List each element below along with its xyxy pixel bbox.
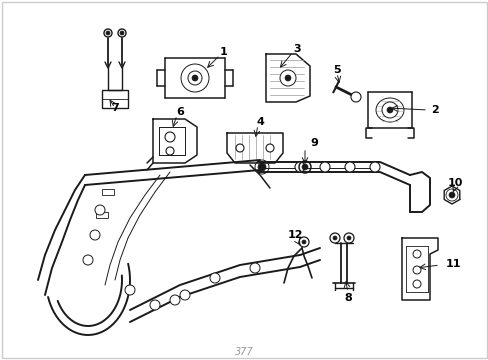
Circle shape bbox=[412, 280, 420, 288]
Text: 2: 2 bbox=[430, 105, 438, 115]
Circle shape bbox=[104, 29, 112, 37]
Circle shape bbox=[302, 240, 305, 244]
Bar bbox=[96, 212, 108, 218]
Bar bbox=[102, 90, 128, 108]
Text: 377: 377 bbox=[234, 347, 253, 357]
Circle shape bbox=[412, 266, 420, 274]
Circle shape bbox=[106, 31, 110, 35]
Circle shape bbox=[120, 31, 124, 35]
Circle shape bbox=[294, 162, 305, 172]
Circle shape bbox=[343, 233, 353, 243]
Circle shape bbox=[345, 162, 354, 172]
Text: 5: 5 bbox=[332, 65, 340, 75]
Circle shape bbox=[369, 162, 379, 172]
Circle shape bbox=[150, 300, 160, 310]
Circle shape bbox=[192, 75, 198, 81]
Text: 12: 12 bbox=[286, 230, 302, 240]
Circle shape bbox=[302, 164, 307, 170]
Circle shape bbox=[83, 255, 93, 265]
Circle shape bbox=[285, 75, 290, 81]
Text: 6: 6 bbox=[176, 107, 183, 117]
Text: 10: 10 bbox=[447, 178, 462, 188]
Circle shape bbox=[298, 237, 308, 247]
Bar bbox=[102, 189, 114, 195]
Text: 8: 8 bbox=[344, 293, 351, 303]
Text: 4: 4 bbox=[256, 117, 264, 127]
Circle shape bbox=[95, 205, 105, 215]
Circle shape bbox=[258, 163, 265, 171]
Circle shape bbox=[236, 144, 244, 152]
Circle shape bbox=[118, 29, 126, 37]
Circle shape bbox=[386, 107, 392, 113]
Circle shape bbox=[265, 144, 273, 152]
Circle shape bbox=[181, 64, 208, 92]
Circle shape bbox=[346, 236, 350, 240]
Circle shape bbox=[249, 263, 260, 273]
Circle shape bbox=[165, 147, 174, 155]
Circle shape bbox=[319, 162, 329, 172]
Text: 7: 7 bbox=[111, 103, 119, 113]
Text: 3: 3 bbox=[293, 44, 300, 54]
Circle shape bbox=[125, 285, 135, 295]
Circle shape bbox=[180, 290, 190, 300]
Circle shape bbox=[412, 250, 420, 258]
Circle shape bbox=[187, 71, 202, 85]
Text: 11: 11 bbox=[445, 259, 461, 269]
Circle shape bbox=[332, 236, 336, 240]
Circle shape bbox=[170, 295, 180, 305]
Circle shape bbox=[329, 233, 339, 243]
Circle shape bbox=[164, 132, 175, 142]
Circle shape bbox=[448, 192, 454, 198]
Circle shape bbox=[90, 230, 100, 240]
Circle shape bbox=[350, 92, 360, 102]
Circle shape bbox=[280, 70, 295, 86]
Text: 1: 1 bbox=[220, 47, 227, 57]
Text: 9: 9 bbox=[309, 138, 317, 148]
Circle shape bbox=[381, 102, 397, 118]
Circle shape bbox=[209, 273, 220, 283]
